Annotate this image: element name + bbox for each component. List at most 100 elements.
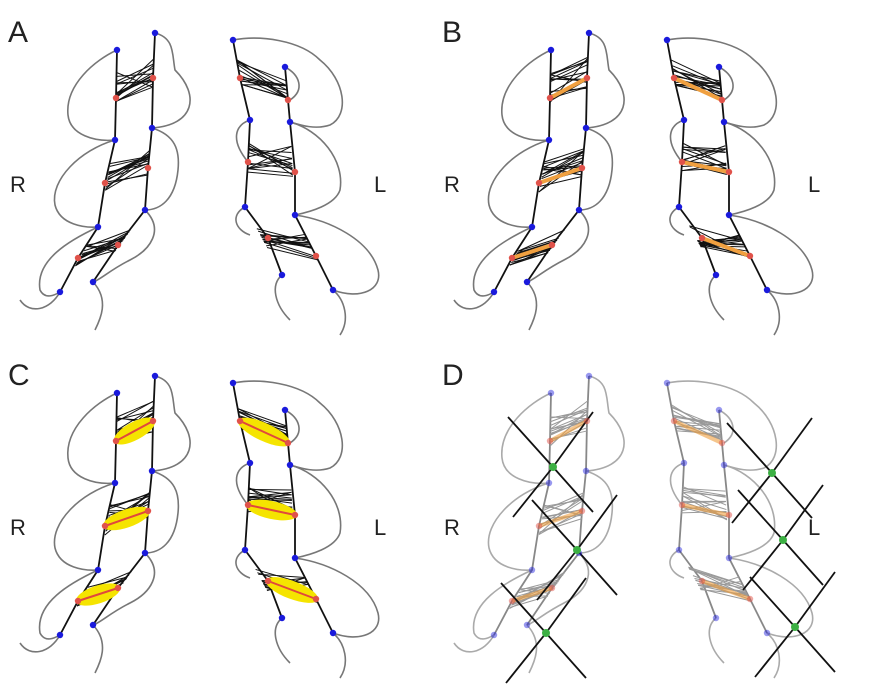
blue-point (330, 630, 336, 636)
blue-point (726, 212, 732, 218)
outline (474, 227, 532, 296)
triangulation-line (783, 540, 823, 585)
red-point (671, 75, 677, 81)
outline (527, 210, 588, 282)
outline (333, 290, 345, 335)
blue-point (681, 460, 687, 466)
outline (152, 376, 190, 471)
blue-point (247, 117, 253, 123)
red-point (115, 242, 121, 248)
blue-point (242, 204, 248, 210)
blue-point (330, 287, 336, 293)
blue-point (491, 632, 497, 638)
blue-point (282, 64, 288, 70)
red-point (265, 235, 271, 241)
red-point (536, 180, 542, 186)
blue-point (152, 373, 158, 379)
red-point (313, 253, 319, 259)
triangulation-line (772, 473, 812, 518)
outline (709, 275, 724, 320)
panel-label: C (8, 359, 30, 392)
blue-point (721, 119, 727, 125)
blue-point (491, 289, 497, 295)
blue-point (529, 224, 535, 230)
red-point (671, 418, 677, 424)
outline (502, 50, 551, 140)
triangulation-line (738, 490, 783, 540)
red-point (313, 596, 319, 602)
outline (724, 122, 775, 215)
spine (719, 410, 767, 633)
blue-point (764, 287, 770, 293)
outline (586, 376, 624, 471)
blue-point (282, 407, 288, 413)
panel-label: B (442, 16, 462, 49)
outline (275, 618, 290, 663)
red-point (509, 598, 515, 604)
red-point (113, 95, 119, 101)
blue-point (726, 555, 732, 561)
spine (719, 67, 767, 290)
blue-point (548, 47, 554, 53)
triangulation-line (755, 627, 795, 677)
red-point (679, 159, 685, 165)
blue-point (676, 547, 682, 553)
outline (68, 393, 117, 483)
red-point (145, 165, 151, 171)
hatch-line (550, 57, 588, 75)
blue-point (112, 480, 118, 486)
side-label: L (808, 515, 820, 540)
red-point (726, 169, 732, 175)
blue-point (716, 407, 722, 413)
side-label: R (10, 172, 26, 197)
red-point (699, 235, 705, 241)
blue-point (287, 462, 293, 468)
blue-point (721, 462, 727, 468)
red-point (102, 180, 108, 186)
blue-point (529, 567, 535, 573)
blue-point (586, 30, 592, 36)
outline (767, 290, 779, 335)
red-point (292, 512, 298, 518)
side-label: R (444, 172, 460, 197)
blue-point (586, 373, 592, 379)
blue-point (548, 390, 554, 396)
triangulation-line (546, 633, 586, 678)
blue-point (583, 125, 589, 131)
blue-point (713, 615, 719, 621)
outline (290, 122, 341, 215)
blue-point (279, 272, 285, 278)
side-label: L (808, 172, 820, 197)
side-label: R (444, 515, 460, 540)
red-point (726, 512, 732, 518)
blue-point (247, 460, 253, 466)
blue-point (57, 632, 63, 638)
blue-point (142, 550, 148, 556)
triangulation-line (727, 423, 772, 473)
green-point (573, 546, 581, 554)
blue-point (242, 547, 248, 553)
blue-point (114, 390, 120, 396)
outline (709, 618, 724, 663)
outline (93, 625, 103, 673)
triangulation-line (506, 633, 546, 683)
red-point (579, 165, 585, 171)
blue-point (292, 555, 298, 561)
red-point (547, 438, 553, 444)
panel: DRL (442, 359, 835, 683)
triangulation-line (750, 577, 795, 627)
red-point (747, 596, 753, 602)
panel: B R L (442, 16, 820, 335)
red-point (584, 75, 590, 81)
red-point (102, 523, 108, 529)
red-point (747, 253, 753, 259)
blue-point (90, 279, 96, 285)
outline (68, 50, 117, 140)
blue-point (764, 630, 770, 636)
outline (527, 625, 537, 673)
blue-point (95, 224, 101, 230)
blue-point (681, 117, 687, 123)
green-point (779, 536, 787, 544)
outline (586, 33, 624, 128)
